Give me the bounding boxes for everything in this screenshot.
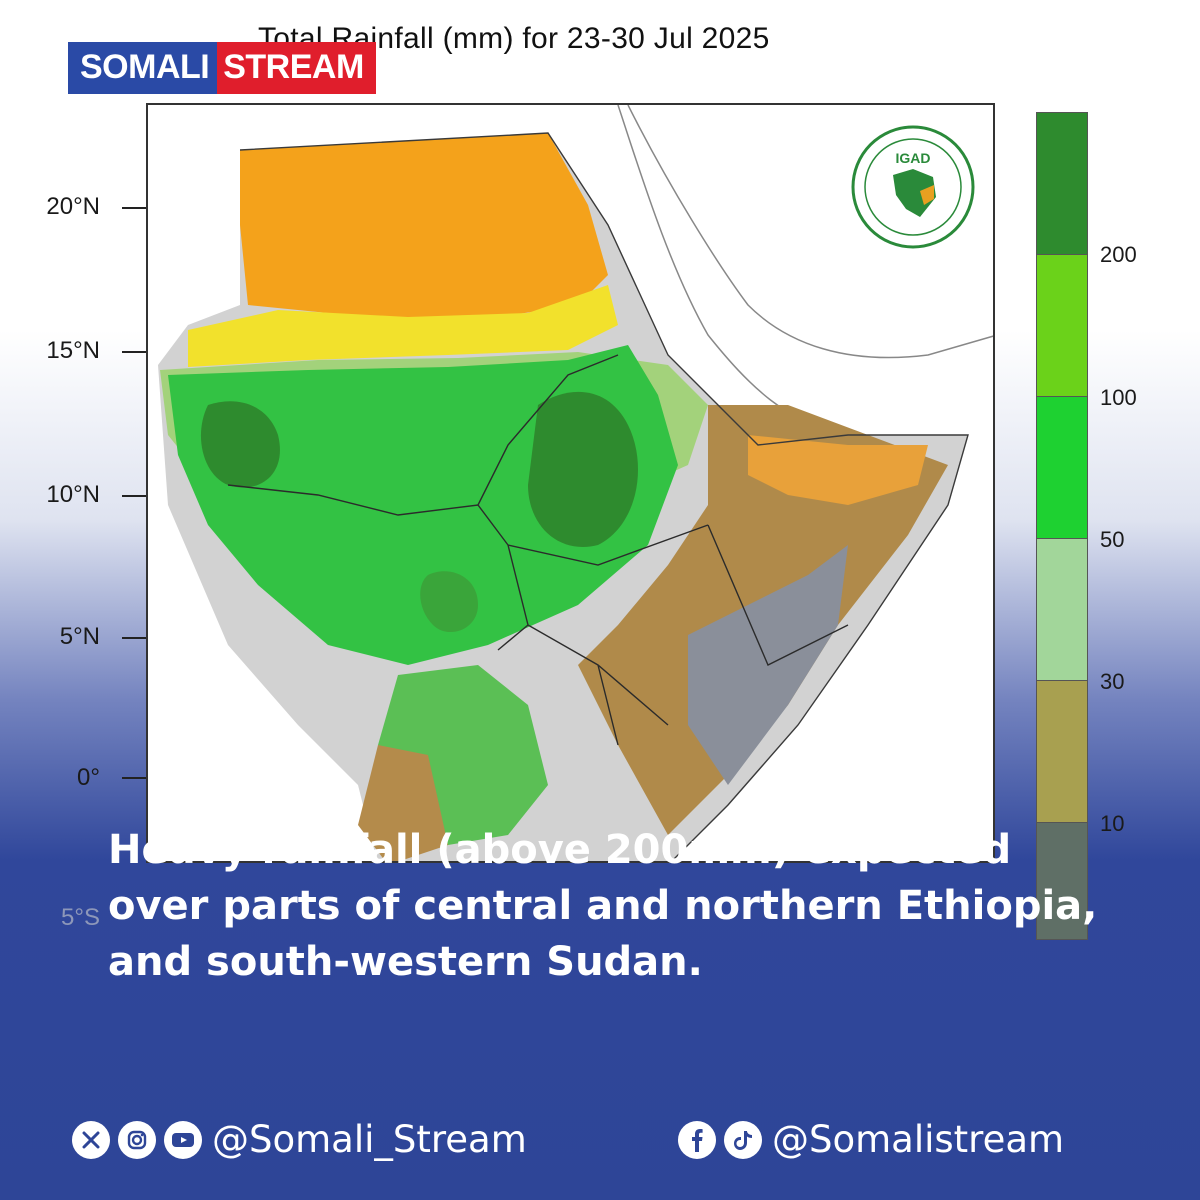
lat-label-10n: 10°N bbox=[46, 481, 100, 508]
legend-colorbar bbox=[1036, 112, 1088, 940]
legend-label-30: 30 bbox=[1100, 669, 1125, 694]
facebook-icon[interactable] bbox=[678, 1120, 716, 1159]
zone-dark-green-south bbox=[420, 571, 478, 633]
legend-swatch-100-200 bbox=[1036, 254, 1088, 396]
zone-dark-green-ethiopia bbox=[528, 391, 638, 547]
headline-text: Heavy rainfall (above 200mm) expected ov… bbox=[108, 827, 1098, 985]
legend-swatch-30-50 bbox=[1036, 538, 1088, 680]
brand-logo[interactable]: SOMALI STREAM bbox=[68, 42, 376, 94]
zone-orange-north bbox=[240, 133, 608, 320]
lat-tick-15n bbox=[122, 351, 146, 353]
social-handle-left[interactable]: @Somali_Stream bbox=[212, 1118, 527, 1161]
zone-yellow bbox=[188, 285, 618, 367]
lat-tick-10n bbox=[122, 495, 146, 497]
rainfall-map: IGAD bbox=[146, 103, 995, 863]
x-icon[interactable] bbox=[72, 1120, 110, 1159]
logo-part-stream: STREAM bbox=[217, 42, 376, 94]
legend-label-100: 100 bbox=[1100, 385, 1137, 410]
lat-label-5n: 5°N bbox=[59, 623, 100, 650]
rainfall-map-graphic: IGAD bbox=[158, 105, 993, 861]
zone-orange-horn bbox=[748, 435, 928, 505]
lat-label-20n: 20°N bbox=[46, 193, 100, 220]
legend-swatch-200plus bbox=[1036, 112, 1088, 254]
legend-swatch-10-30 bbox=[1036, 680, 1088, 822]
lat-tick-20n bbox=[122, 207, 146, 209]
lat-label-15n: 15°N bbox=[46, 337, 100, 364]
country-borders bbox=[227, 354, 849, 746]
instagram-icon[interactable] bbox=[118, 1120, 156, 1159]
zone-brown-southwest bbox=[358, 745, 448, 861]
social-left: @Somali_Stream bbox=[72, 1118, 527, 1161]
legend-label-10: 10 bbox=[1100, 811, 1125, 836]
legend-label-200: 200 bbox=[1100, 242, 1137, 267]
logo-part-somali: SOMALI bbox=[68, 42, 218, 94]
social-right: @Somalistream bbox=[678, 1118, 1064, 1161]
zone-dark-green-sudan bbox=[200, 401, 280, 488]
coastline bbox=[239, 132, 969, 861]
arabia-coast bbox=[627, 105, 993, 359]
legend-swatch-below-10 bbox=[1036, 822, 1088, 940]
igad-emblem-text: IGAD bbox=[896, 150, 931, 166]
lat-label-0: 0° bbox=[77, 764, 100, 791]
tiktok-icon[interactable] bbox=[724, 1120, 762, 1159]
lat-tick-5n bbox=[122, 637, 146, 639]
legend-label-50: 50 bbox=[1100, 527, 1125, 552]
igad-emblem: IGAD bbox=[851, 125, 975, 249]
legend-swatch-50-100 bbox=[1036, 396, 1088, 538]
youtube-icon[interactable] bbox=[164, 1120, 202, 1159]
social-handle-right[interactable]: @Somalistream bbox=[772, 1118, 1065, 1161]
lat-label-5s: 5°S bbox=[61, 904, 100, 931]
lat-tick-0 bbox=[122, 777, 146, 779]
